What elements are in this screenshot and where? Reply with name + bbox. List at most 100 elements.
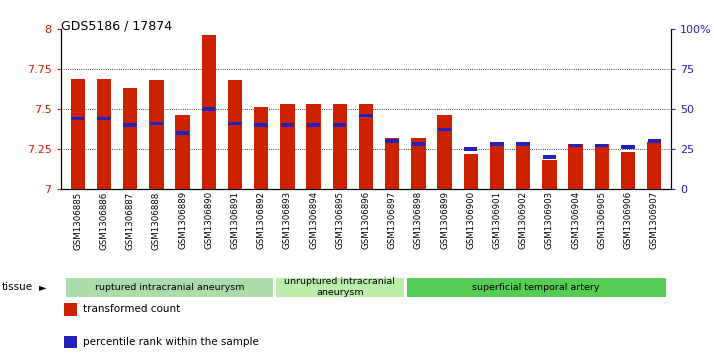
Bar: [620, 152, 635, 189]
Bar: [412, 142, 425, 146]
Text: GSM1306892: GSM1306892: [256, 191, 266, 249]
Bar: [333, 104, 347, 189]
Text: GSM1306893: GSM1306893: [283, 191, 292, 249]
Text: GSM1306900: GSM1306900: [466, 191, 476, 249]
Bar: [510, 189, 536, 274]
Text: GSM1306904: GSM1306904: [571, 191, 580, 249]
Bar: [464, 147, 478, 151]
Bar: [437, 115, 452, 189]
Bar: [176, 131, 189, 135]
Text: GSM1306905: GSM1306905: [597, 191, 606, 249]
Bar: [333, 123, 346, 127]
Text: GSM1306886: GSM1306886: [99, 191, 109, 250]
Bar: [563, 189, 588, 274]
Bar: [438, 128, 451, 131]
Text: GSM1306897: GSM1306897: [388, 191, 396, 249]
Bar: [228, 122, 241, 125]
Text: GSM1306902: GSM1306902: [518, 191, 528, 249]
Text: GSM1306906: GSM1306906: [623, 191, 633, 249]
Bar: [123, 88, 137, 189]
Bar: [358, 104, 373, 189]
Bar: [431, 189, 458, 274]
Bar: [71, 78, 85, 189]
Bar: [149, 80, 164, 189]
Bar: [458, 189, 484, 274]
Text: GSM1306894: GSM1306894: [309, 191, 318, 249]
Text: GSM1306889: GSM1306889: [178, 191, 187, 249]
Text: GSM1306903: GSM1306903: [545, 191, 554, 249]
Bar: [326, 189, 353, 274]
Text: GSM1306901: GSM1306901: [493, 191, 501, 249]
Text: GSM1306887: GSM1306887: [126, 191, 135, 250]
Bar: [411, 138, 426, 189]
FancyBboxPatch shape: [406, 277, 667, 298]
Bar: [641, 189, 667, 274]
Text: unruptured intracranial
aneurysm: unruptured intracranial aneurysm: [284, 277, 395, 297]
Bar: [484, 189, 510, 274]
Bar: [301, 189, 326, 274]
Bar: [648, 139, 660, 143]
Text: ►: ►: [39, 282, 47, 292]
Text: GSM1306898: GSM1306898: [414, 191, 423, 249]
Text: percentile rank within the sample: percentile rank within the sample: [83, 337, 258, 347]
Bar: [124, 123, 137, 127]
Bar: [144, 189, 169, 274]
Bar: [353, 189, 379, 274]
Bar: [490, 144, 504, 189]
Text: transformed count: transformed count: [83, 305, 180, 314]
Bar: [222, 189, 248, 274]
Bar: [254, 123, 268, 127]
Bar: [71, 117, 84, 120]
Bar: [595, 144, 609, 189]
Bar: [463, 154, 478, 189]
Bar: [386, 139, 398, 143]
Bar: [516, 144, 531, 189]
Bar: [306, 104, 321, 189]
Bar: [96, 78, 111, 189]
Bar: [569, 144, 582, 147]
Bar: [196, 189, 222, 274]
Bar: [274, 189, 301, 274]
Bar: [91, 189, 117, 274]
Bar: [307, 123, 320, 127]
Text: GSM1306907: GSM1306907: [650, 191, 658, 249]
Bar: [588, 189, 615, 274]
Text: GSM1306895: GSM1306895: [336, 191, 344, 249]
Bar: [150, 122, 163, 125]
Bar: [248, 189, 274, 274]
Bar: [280, 104, 295, 189]
Bar: [568, 144, 583, 189]
Bar: [491, 142, 503, 146]
Bar: [536, 189, 563, 274]
Bar: [65, 189, 91, 274]
Bar: [359, 114, 373, 117]
Bar: [406, 189, 431, 274]
Text: GSM1306891: GSM1306891: [231, 191, 239, 249]
Bar: [97, 117, 111, 120]
Bar: [254, 107, 268, 189]
Bar: [615, 189, 641, 274]
Bar: [201, 36, 216, 189]
Text: GSM1306885: GSM1306885: [74, 191, 82, 250]
Text: GDS5186 / 17874: GDS5186 / 17874: [61, 20, 172, 33]
Bar: [516, 142, 530, 146]
Bar: [117, 189, 144, 274]
Text: tissue: tissue: [1, 282, 33, 292]
Text: GSM1306899: GSM1306899: [440, 191, 449, 249]
Bar: [281, 123, 294, 127]
Text: GSM1306888: GSM1306888: [152, 191, 161, 250]
Bar: [647, 142, 661, 189]
Bar: [379, 189, 406, 274]
Bar: [169, 189, 196, 274]
Bar: [176, 115, 190, 189]
Bar: [202, 107, 216, 111]
Bar: [542, 160, 556, 189]
FancyBboxPatch shape: [275, 277, 405, 298]
Bar: [595, 144, 608, 147]
Bar: [543, 155, 556, 159]
Text: GSM1306896: GSM1306896: [361, 191, 371, 249]
Text: GSM1306890: GSM1306890: [204, 191, 213, 249]
FancyBboxPatch shape: [65, 277, 273, 298]
Bar: [621, 146, 635, 149]
Text: superficial temporal artery: superficial temporal artery: [473, 283, 600, 291]
